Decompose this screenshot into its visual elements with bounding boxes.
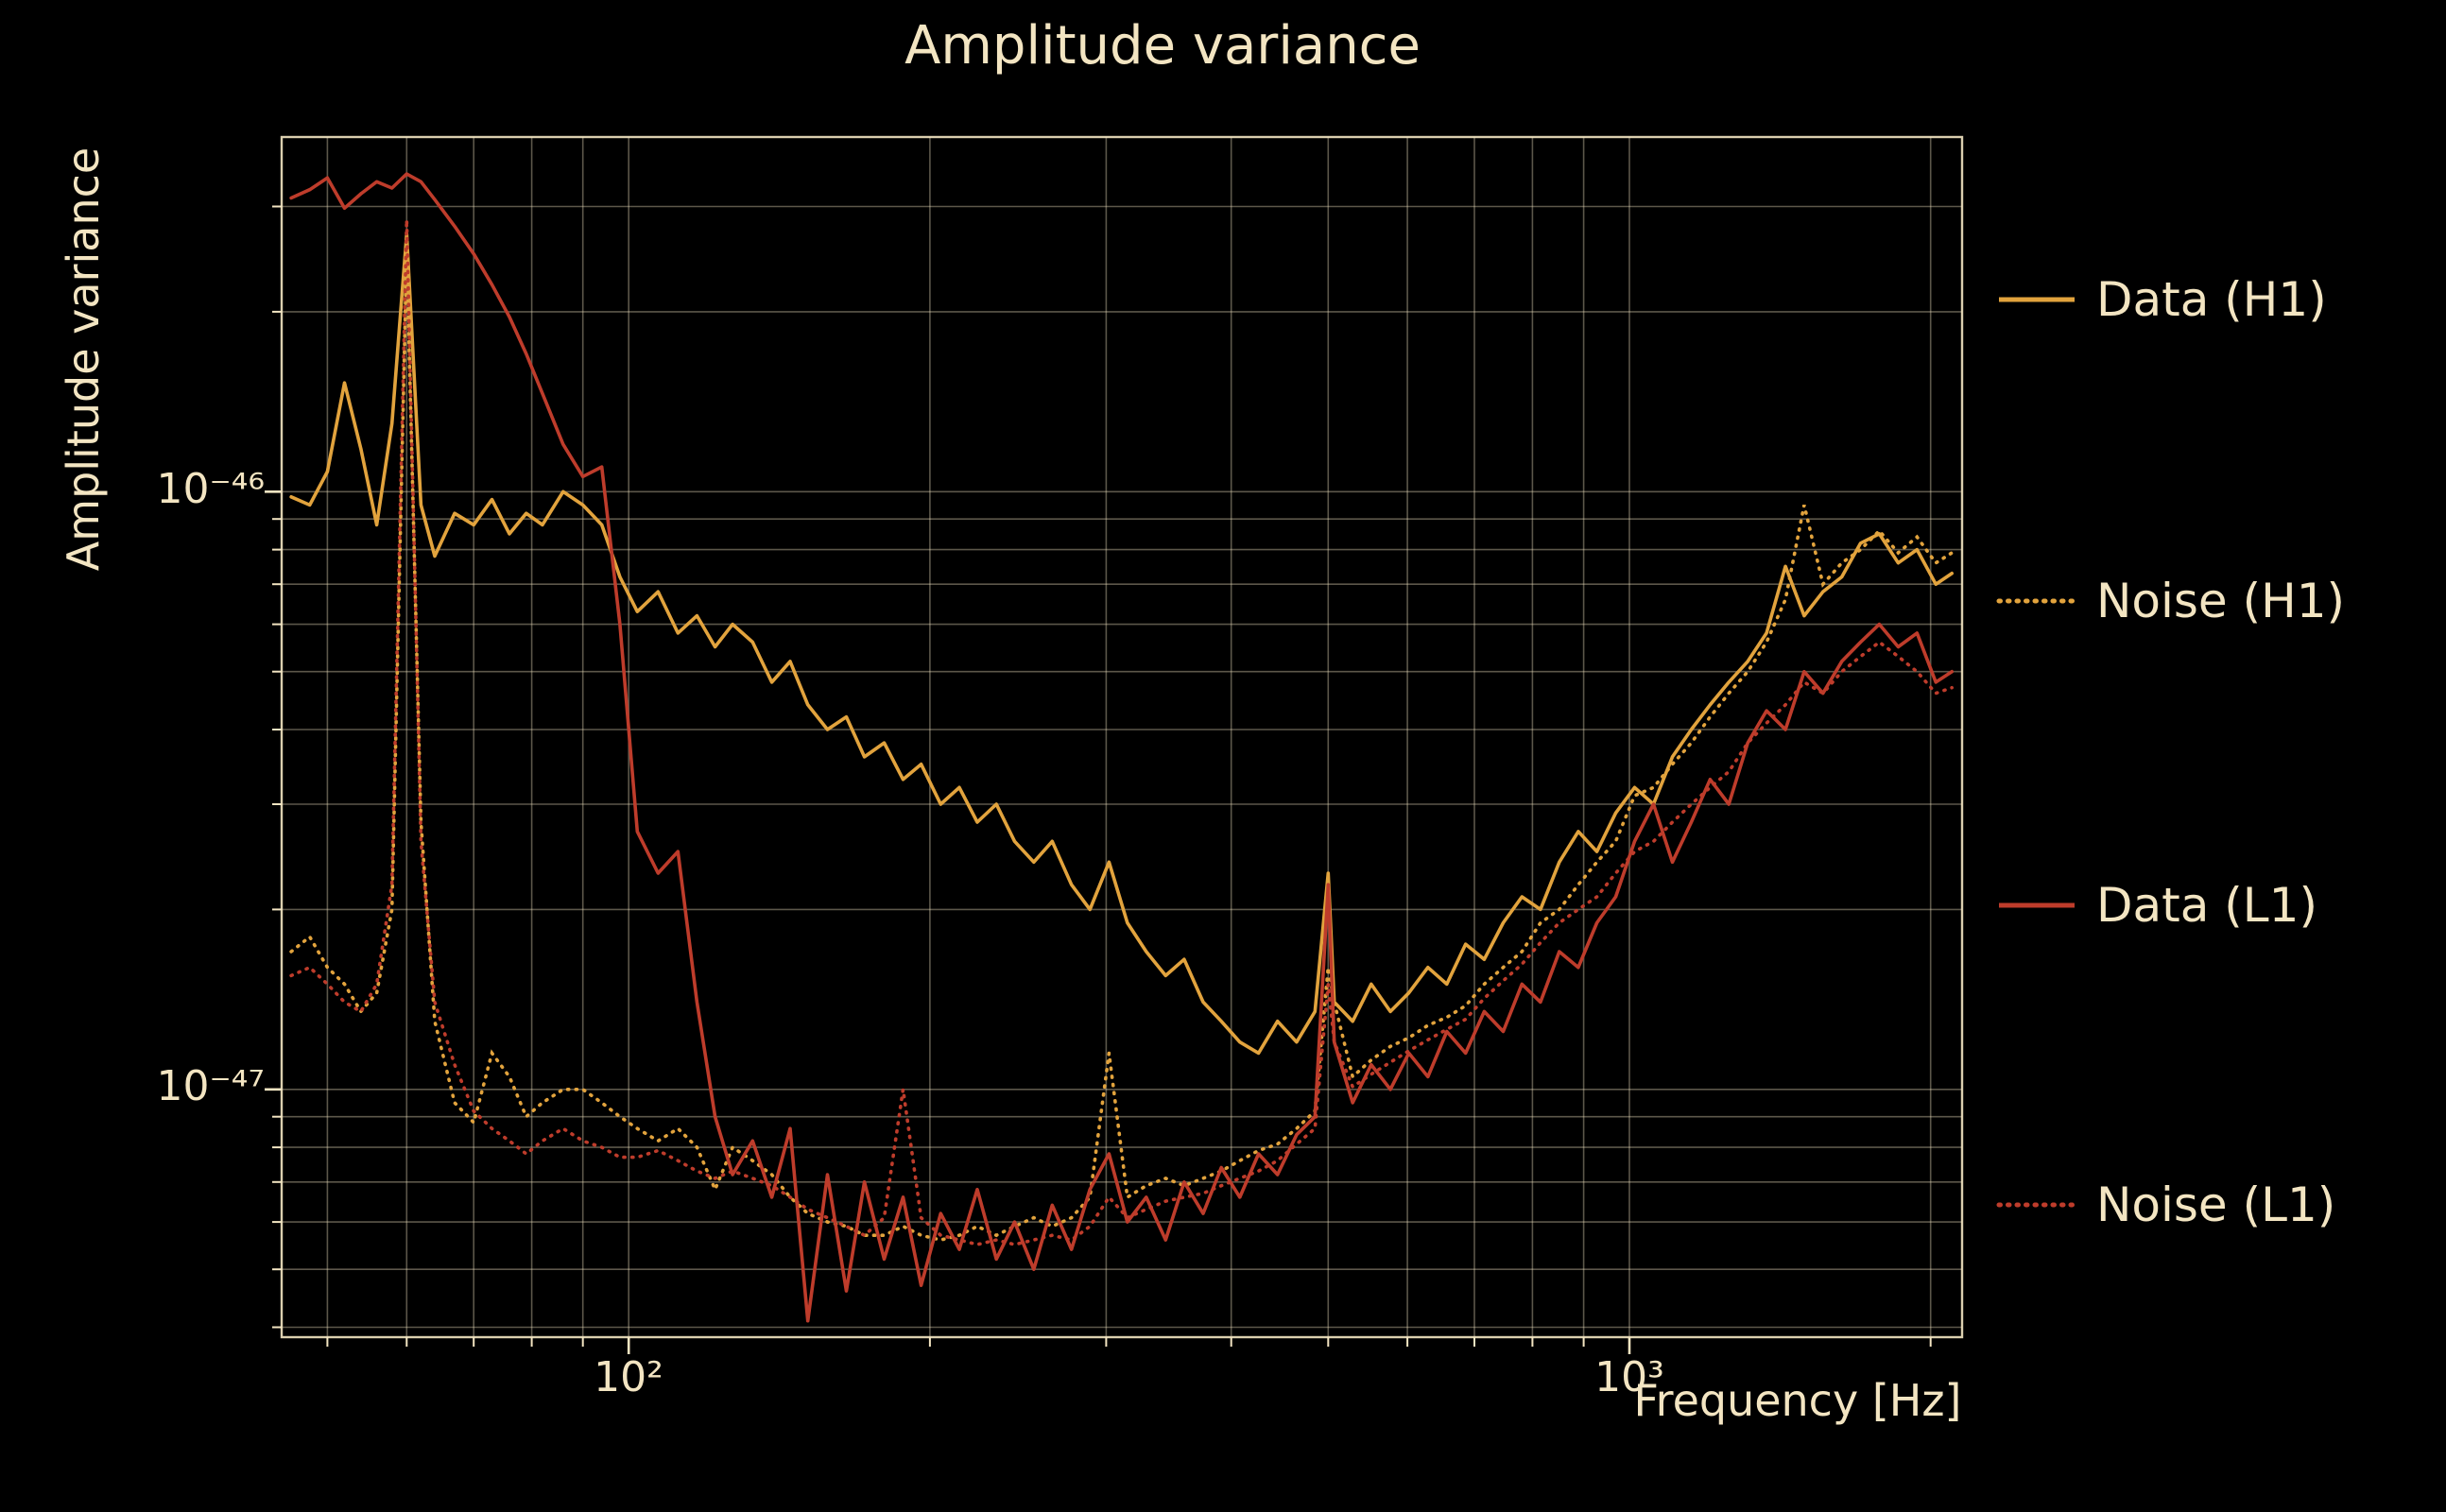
- legend-sample-line-icon: [1996, 1202, 2077, 1208]
- chart-title: Amplitude variance: [904, 15, 1421, 77]
- legend-line-data-l1: [1996, 899, 2077, 912]
- axis-ticks: [265, 205, 1932, 1354]
- gridlines: [282, 137, 1962, 1337]
- legend-sample-line-icon: [1999, 902, 2075, 908]
- legend-label-data-l1: Data (L1): [2096, 878, 2317, 933]
- legend-sample-line-icon: [1996, 598, 2077, 604]
- legend-line-data-h1: [1996, 293, 2077, 306]
- x-tick-label-1000: 10³: [1594, 1353, 1664, 1401]
- legend-line-noise-h1: [1996, 594, 2077, 608]
- plot-frame: [280, 135, 1964, 1339]
- legend-item-data-h1: Data (H1): [1996, 270, 2327, 329]
- legend-line-noise-l1: [1996, 1198, 2077, 1211]
- series-noise-h1: [289, 249, 1954, 1242]
- series-noise-l1: [289, 219, 1954, 1246]
- legend-label-noise-l1: Noise (L1): [2096, 1177, 2336, 1232]
- y-tick-label-1e-47: 10⁻⁴⁷: [156, 1062, 266, 1110]
- y-tick-label-1e-46: 10⁻⁴⁶: [156, 465, 266, 513]
- legend-item-noise-h1: Noise (H1): [1996, 572, 2345, 630]
- series-data-l1: [289, 172, 1954, 1323]
- legend-label-data-h1: Data (H1): [2096, 272, 2327, 327]
- legend-item-data-l1: Data (L1): [1996, 876, 2317, 935]
- legend-item-noise-l1: Noise (L1): [1996, 1176, 2335, 1234]
- x-axis-label: Frequency [Hz]: [1633, 1375, 1962, 1426]
- x-tick-label-100: 10²: [594, 1353, 663, 1401]
- legend-label-noise-h1: Noise (H1): [2096, 574, 2346, 628]
- series-data-h1: [289, 232, 1954, 1056]
- legend-sample-line-icon: [1999, 297, 2075, 302]
